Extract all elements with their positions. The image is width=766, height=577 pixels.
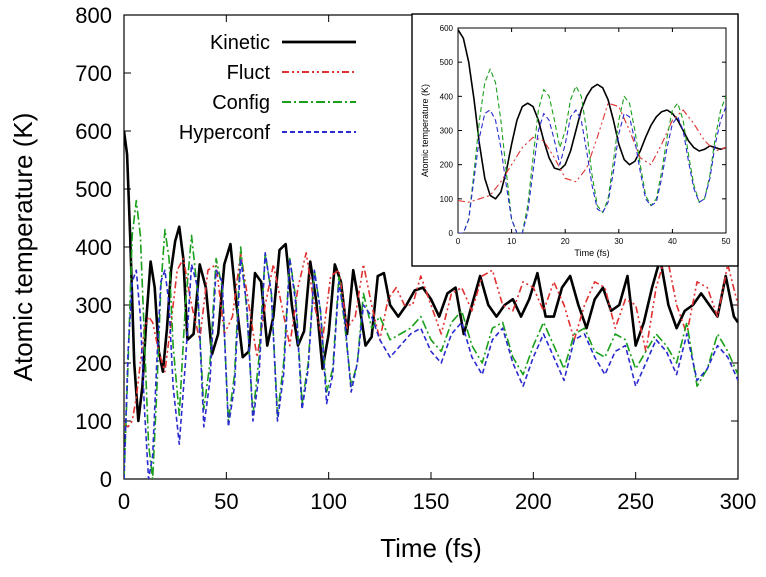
main-series-line-kinetic (124, 130, 738, 423)
legend-label-config: Config (212, 92, 270, 114)
main-x-tick-label: 50 (214, 489, 238, 514)
main-x-tick-label: 150 (413, 489, 450, 514)
main-x-tick-label: 300 (720, 489, 757, 514)
main-y-tick-label: 0 (100, 467, 112, 492)
main-x-tick-label: 0 (118, 489, 130, 514)
legend-label-fluct: Fluct (227, 62, 271, 84)
main-y-tick-label: 600 (75, 119, 112, 144)
main-y-tick-label: 200 (75, 351, 112, 376)
main-y-tick-label: 500 (75, 177, 112, 202)
inset-series-line-series-2 (458, 102, 726, 203)
inset-y-tick-label: 0 (449, 229, 454, 238)
inset-x-tick-label: 30 (614, 237, 623, 246)
inset-y-tick-label: 100 (440, 195, 454, 204)
inset-plot-frame (457, 27, 727, 234)
inset-x-tick-label: 50 (722, 237, 731, 246)
main-y-axis-label: Atomic temperature (K) (8, 113, 38, 382)
main-series-group (124, 130, 738, 479)
main-plot: 0 50 100 150 200 250 3000100200300400500600700… (8, 3, 756, 563)
inset-y-tick-label: 400 (440, 92, 454, 101)
main-y-tick-label: 800 (75, 3, 112, 28)
main-x-axis-label: Time (fs) (380, 533, 482, 563)
inset-y-tick-label: 300 (440, 127, 454, 136)
inset-series-line-series-3 (458, 68, 726, 233)
inset-x-tick-label: 20 (561, 237, 570, 246)
main-x-tick-label: 250 (617, 489, 654, 514)
main-x-tick-label: 200 (515, 489, 552, 514)
main-y-tick-label: 700 (75, 61, 112, 86)
legend-label-hyperconf: Hyperconf (179, 122, 271, 144)
inset-y-tick-label: 500 (440, 58, 454, 67)
main-x-tick-label: 100 (310, 489, 347, 514)
inset-x-tick-label: 10 (507, 237, 516, 246)
inset-series-group (458, 29, 726, 233)
legend-label-kinetic: Kinetic (210, 32, 270, 54)
main-y-tick-label: 400 (75, 235, 112, 260)
inset-y-axis-label: Atomic temperature (K) (420, 84, 430, 177)
inset-x-tick-label: 0 (456, 237, 461, 246)
legend: Kinetic Fluct Config Hyperconf (179, 32, 356, 144)
inset-x-axis-label: Time (fs) (574, 248, 609, 258)
inset-x-tick-label: 40 (668, 237, 677, 246)
inset-y-tick-label: 200 (440, 161, 454, 170)
main-y-tick-label: 100 (75, 409, 112, 434)
inset-series-line-series-4 (458, 106, 726, 233)
main-series-line-hyperconf (124, 252, 738, 479)
inset-y-tick-label: 600 (440, 24, 454, 33)
main-y-tick-label: 300 (75, 293, 112, 318)
